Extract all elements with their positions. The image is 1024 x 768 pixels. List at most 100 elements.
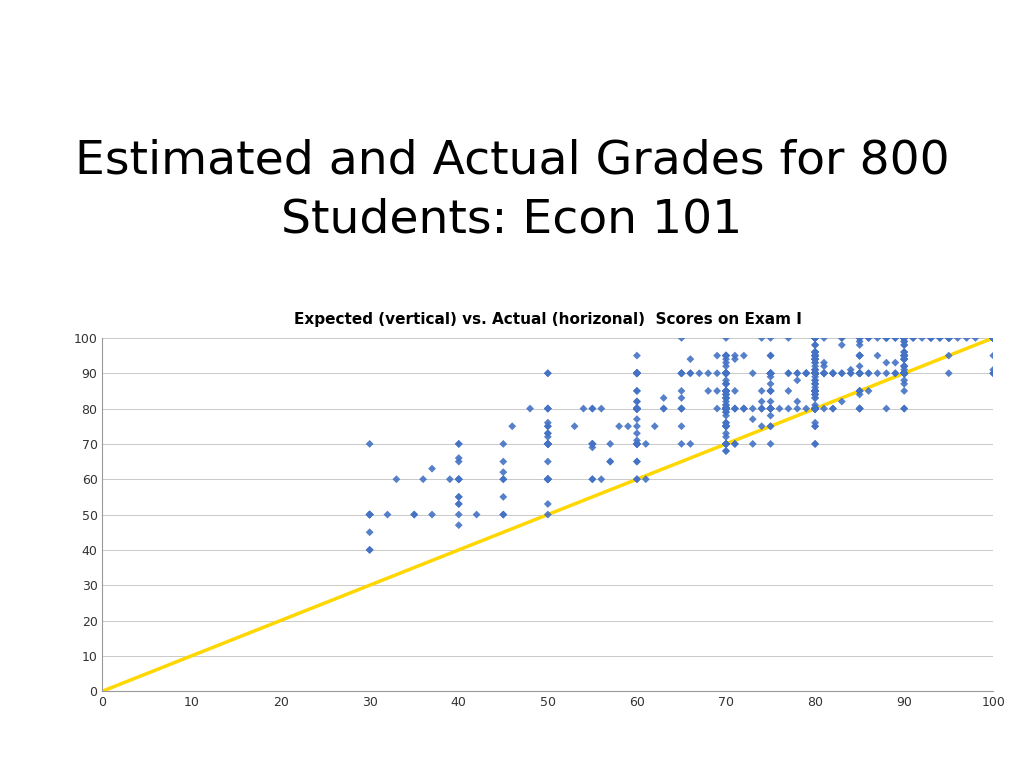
Point <box>718 367 734 379</box>
Point <box>807 402 823 415</box>
Point <box>495 491 511 503</box>
Point <box>896 332 912 344</box>
Point <box>638 473 654 485</box>
Point <box>896 332 912 344</box>
Point <box>718 402 734 415</box>
Point <box>851 402 867 415</box>
Point <box>415 473 431 485</box>
Point <box>762 396 778 408</box>
Point <box>674 367 690 379</box>
Point <box>718 367 734 379</box>
Point <box>718 385 734 397</box>
Point <box>540 367 556 379</box>
Point <box>762 367 778 379</box>
Point <box>807 402 823 415</box>
Point <box>629 367 645 379</box>
Point <box>593 473 609 485</box>
Point <box>718 420 734 432</box>
Point <box>807 367 823 379</box>
Point <box>896 332 912 344</box>
Point <box>896 332 912 344</box>
Point <box>985 332 1001 344</box>
Point <box>807 367 823 379</box>
Point <box>762 349 778 362</box>
Point <box>985 332 1001 344</box>
Point <box>495 473 511 485</box>
Point <box>718 367 734 379</box>
Point <box>735 402 752 415</box>
Point <box>807 332 823 344</box>
Point <box>798 367 814 379</box>
Point <box>896 367 912 379</box>
Point <box>940 332 956 344</box>
Point <box>540 473 556 485</box>
Point <box>762 367 778 379</box>
Point <box>762 367 778 379</box>
Point <box>896 332 912 344</box>
Point <box>762 371 778 383</box>
Point <box>629 367 645 379</box>
Point <box>985 332 1001 344</box>
Point <box>807 367 823 379</box>
Point <box>718 367 734 379</box>
Point <box>807 332 823 344</box>
Point <box>718 367 734 379</box>
Point <box>718 396 734 408</box>
Point <box>807 367 823 379</box>
Point <box>540 438 556 450</box>
Point <box>379 508 395 521</box>
Point <box>361 508 378 521</box>
Point <box>718 367 734 379</box>
Point <box>744 413 761 425</box>
Point <box>762 402 778 415</box>
Point <box>851 367 867 379</box>
Point <box>807 378 823 390</box>
Point <box>807 367 823 379</box>
Point <box>361 526 378 538</box>
Point <box>727 438 743 450</box>
Point <box>807 367 823 379</box>
Point <box>718 349 734 362</box>
Point <box>451 438 467 450</box>
Point <box>629 402 645 415</box>
Point <box>807 385 823 397</box>
Point <box>629 438 645 450</box>
Point <box>655 392 672 404</box>
Point <box>851 360 867 372</box>
Point <box>629 367 645 379</box>
Point <box>905 332 922 344</box>
Point <box>629 438 645 450</box>
Point <box>629 402 645 415</box>
Point <box>718 332 734 344</box>
Point <box>896 332 912 344</box>
Point <box>540 420 556 432</box>
Point <box>807 385 823 397</box>
Point <box>807 438 823 450</box>
Point <box>851 349 867 362</box>
Point <box>629 402 645 415</box>
Point <box>540 438 556 450</box>
Point <box>807 371 823 383</box>
Point <box>896 367 912 379</box>
Point <box>674 367 690 379</box>
Point <box>451 491 467 503</box>
Point <box>985 332 1001 344</box>
Point <box>798 367 814 379</box>
Point <box>985 332 1001 344</box>
Point <box>807 385 823 397</box>
Point <box>682 367 698 379</box>
Point <box>735 402 752 415</box>
Point <box>887 332 903 344</box>
Point <box>896 336 912 348</box>
Point <box>834 332 850 344</box>
Point <box>851 339 867 351</box>
Point <box>896 332 912 344</box>
Point <box>807 367 823 379</box>
Point <box>388 473 404 485</box>
Point <box>718 445 734 457</box>
Point <box>807 367 823 379</box>
Point <box>896 378 912 390</box>
Point <box>807 402 823 415</box>
Point <box>879 367 895 379</box>
Point <box>807 367 823 379</box>
